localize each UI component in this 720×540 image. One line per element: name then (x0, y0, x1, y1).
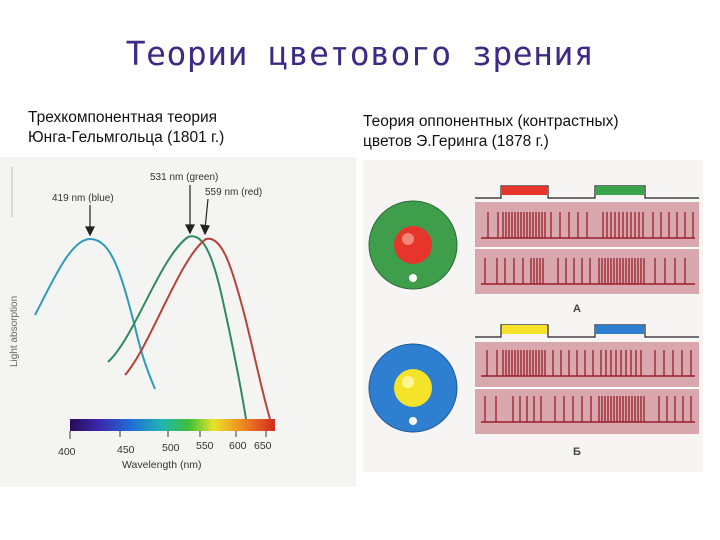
left-caption-line2: Юнга-Гельмгольца (1801 г.) (28, 129, 225, 146)
y-axis-label: Light absorption (9, 296, 20, 367)
stimulus-yellow-b (502, 325, 547, 334)
arrow-green (185, 185, 195, 235)
label-b: Б (573, 446, 581, 458)
arrow-red (200, 198, 210, 236)
left-caption: Трехкомпонентная теория Юнга-Гельмгольца… (28, 108, 328, 148)
peak-label-blue: 419 nm (blue) (52, 193, 114, 204)
absorption-curve-green (107, 235, 247, 420)
absorption-curve-blue (34, 237, 156, 390)
spike-train-b2 (484, 396, 692, 422)
absorption-curve-red (124, 237, 271, 420)
right-caption-line1: Теория оппонентных (контрастных) (363, 113, 619, 130)
opponent-cells-figure: А Б (363, 160, 703, 472)
x-axis-label: Wavelength (nm) (122, 459, 202, 471)
spike-train-a2 (484, 258, 686, 284)
tick-550: 550 (196, 440, 214, 452)
tick-500: 500 (162, 442, 180, 454)
stimulus-blue-b (596, 325, 644, 334)
arrow-blue (85, 205, 95, 237)
right-caption: Теория оппонентных (контрастных) цветов … (363, 112, 713, 152)
spike-train-b1 (486, 350, 692, 376)
cell-green-surround (368, 200, 458, 290)
cell-blue-surround (368, 343, 458, 433)
opponent-cells-svg: А Б (368, 185, 699, 458)
tick-450: 450 (117, 444, 135, 456)
stimulus-green-a (596, 186, 644, 195)
slide-title: Теории цветового зрения (125, 34, 595, 73)
tick-600: 600 (229, 440, 247, 452)
tick-400: 400 (58, 446, 76, 458)
absorption-spectra-figure: Light absorption 419 nm (blue) 531 nm (g… (0, 157, 356, 487)
visible-spectrum-bar (70, 419, 275, 431)
left-caption-line1: Трехкомпонентная теория (28, 109, 218, 126)
stimulus-red-a (502, 186, 547, 195)
stimulus-trace-a (475, 185, 699, 199)
right-caption-line2: цветов Э.Геринга (1878 г.) (363, 133, 549, 150)
label-a: А (573, 303, 581, 315)
peak-label-green: 531 nm (green) (150, 172, 218, 183)
tick-650: 650 (254, 440, 272, 452)
peak-label-red: 559 nm (red) (205, 187, 262, 198)
spike-train-a1 (487, 212, 694, 238)
absorption-spectra-svg: Light absorption 419 nm (blue) 531 nm (g… (9, 167, 275, 471)
stimulus-trace-b (475, 324, 699, 338)
